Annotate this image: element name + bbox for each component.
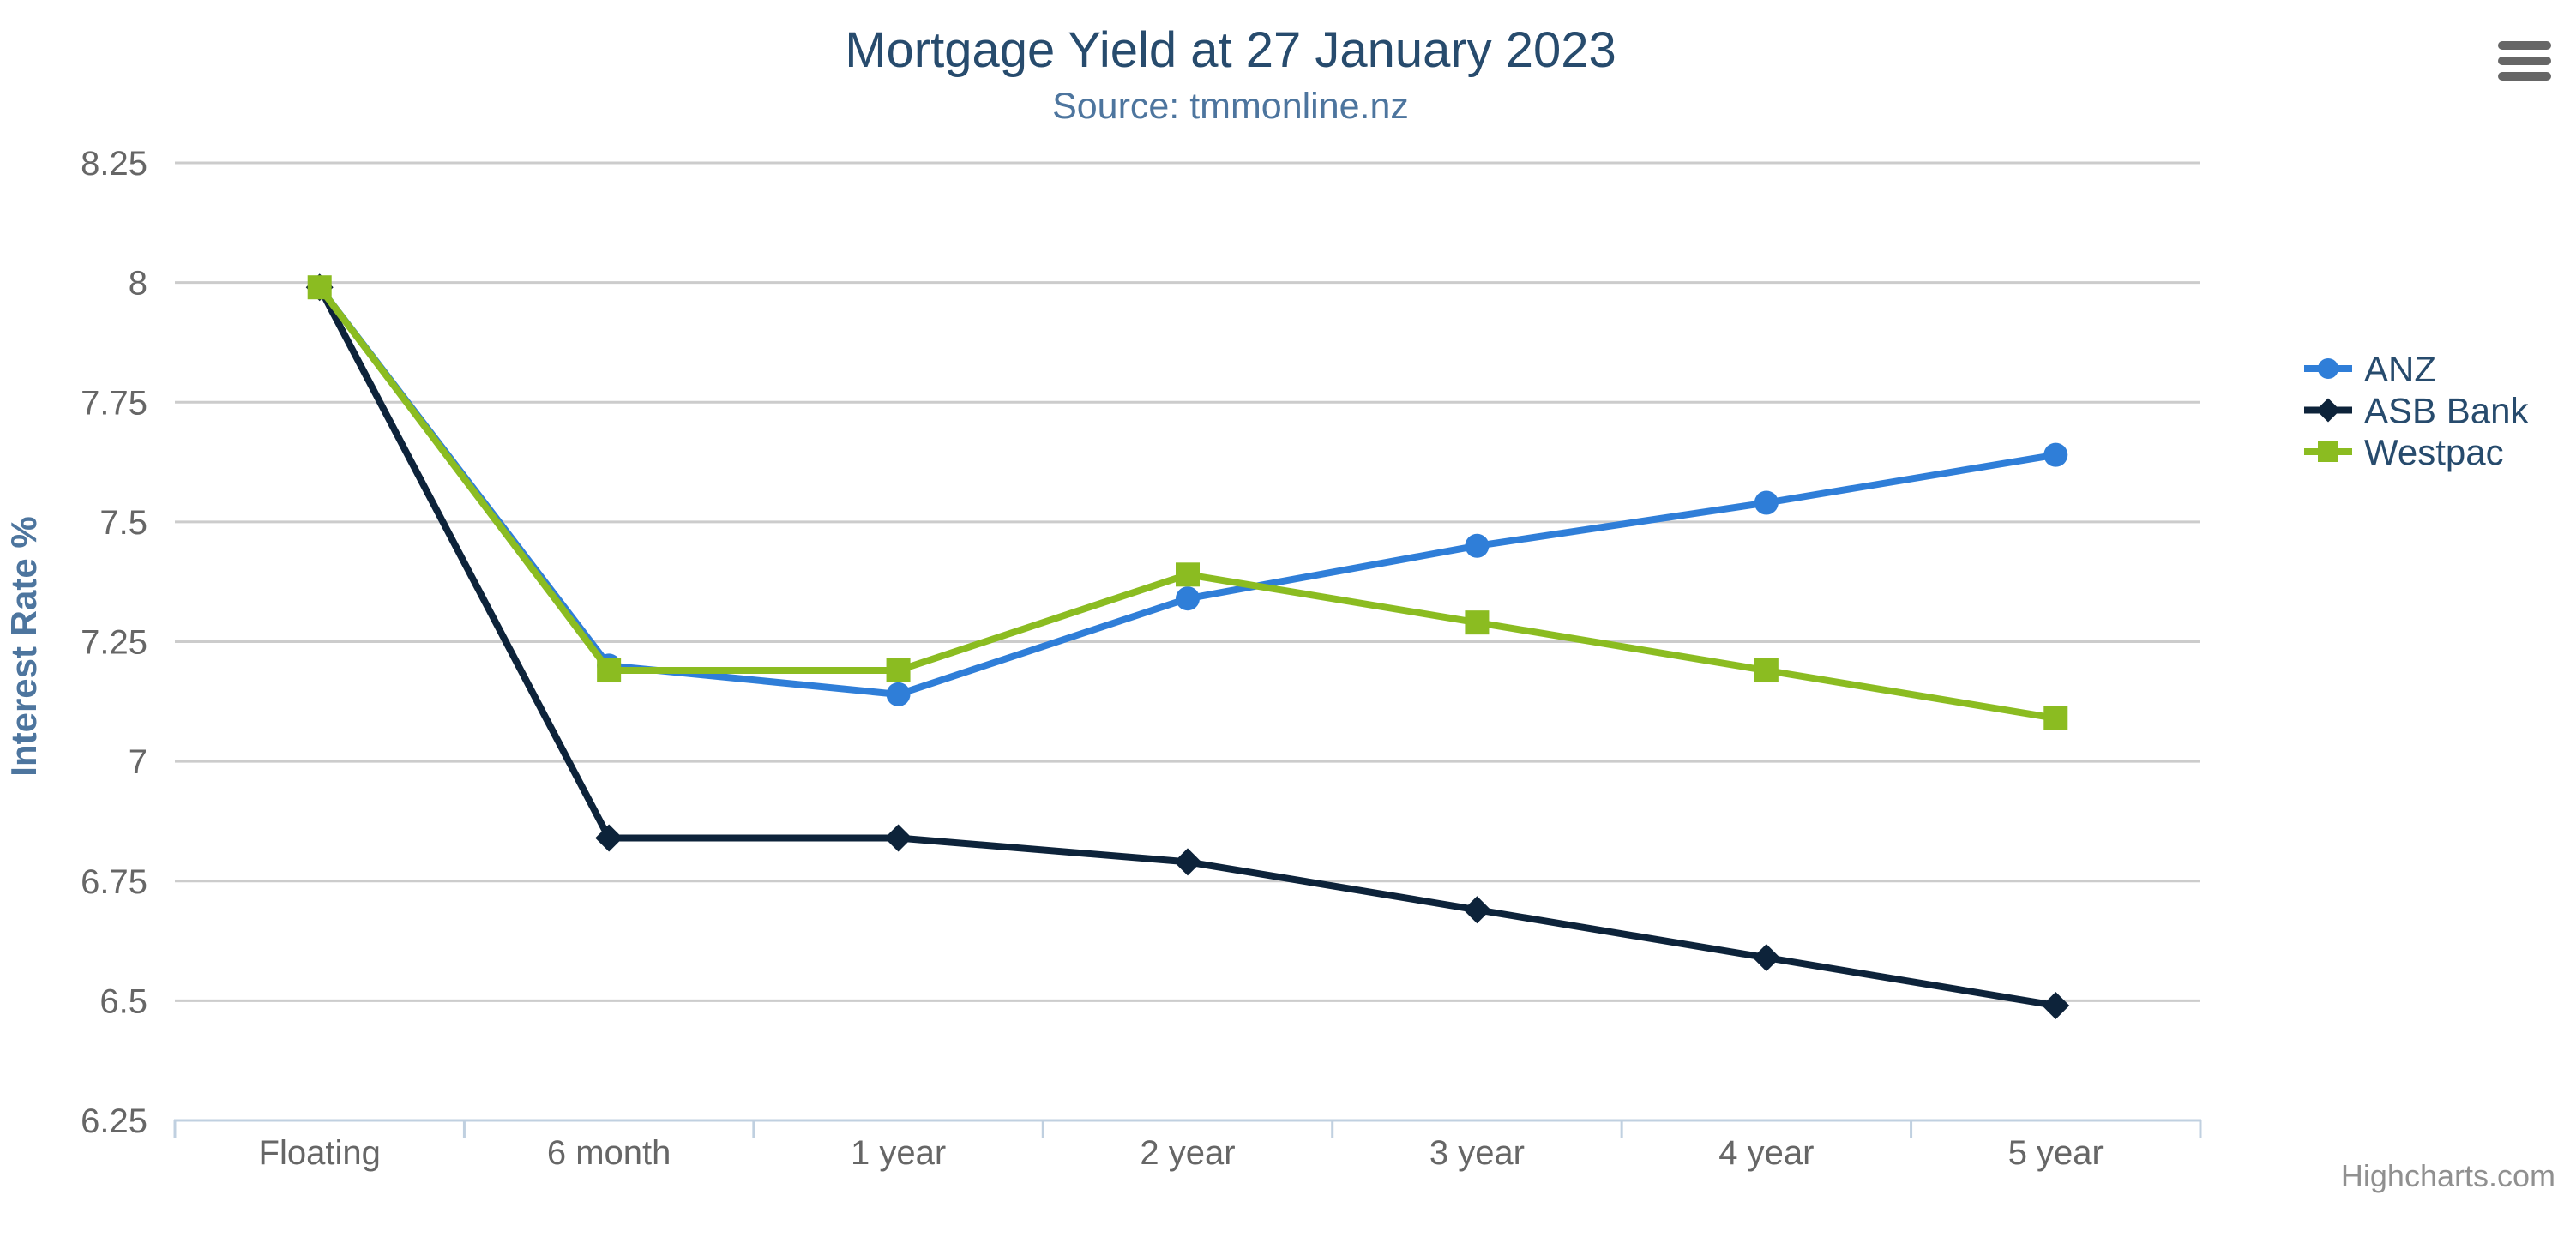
xaxis-category-label: 2 year	[1140, 1134, 1235, 1172]
context-menu-button[interactable]	[2487, 31, 2564, 93]
yaxis-tick-label: 6.5	[99, 982, 147, 1020]
xaxis-category-label: Floating	[259, 1134, 381, 1172]
series-westpac	[307, 275, 2068, 730]
yaxis-title: Interest Rate %	[3, 516, 44, 776]
legend-label: ASB Bank	[2364, 391, 2529, 431]
data-point-marker[interactable]	[1752, 944, 1780, 972]
yaxis-tick-label: 6.25	[81, 1102, 147, 1140]
yaxis-tick-label: 7.5	[99, 504, 147, 542]
legend-marker-symbol[interactable]	[2318, 441, 2338, 462]
xaxis-category-label: 4 year	[1718, 1134, 1814, 1172]
data-point-marker[interactable]	[2043, 442, 2068, 467]
yaxis-tick-label: 7.75	[81, 384, 147, 422]
yaxis-tick-label: 7.25	[81, 624, 147, 662]
data-point-marker[interactable]	[1174, 848, 1201, 876]
grid-lines	[175, 161, 2200, 1002]
data-point-marker[interactable]	[1465, 610, 1490, 635]
legend-item-westpac[interactable]: Westpac	[2304, 432, 2504, 472]
yaxis-tick-label: 8.25	[81, 145, 147, 183]
data-point-marker[interactable]	[1465, 533, 1490, 558]
chart-subtitle: Source: tmmonline.nz	[1052, 86, 1409, 127]
data-point-marker[interactable]	[884, 824, 912, 852]
data-point-marker[interactable]	[1754, 490, 1779, 515]
data-point-marker[interactable]	[595, 824, 623, 852]
series-asb-bank	[305, 273, 2070, 1019]
legend-marker-symbol[interactable]	[2318, 358, 2338, 379]
legend-label: ANZ	[2364, 349, 2436, 389]
legend-marker-symbol[interactable]	[2316, 398, 2340, 423]
yaxis-tick-label: 6.75	[81, 863, 147, 901]
chart-title: Mortgage Yield at 27 January 2023	[845, 22, 1616, 78]
xaxis-category-label: 3 year	[1429, 1134, 1525, 1172]
data-point-marker[interactable]	[2043, 706, 2068, 730]
legend-item-anz[interactable]: ANZ	[2304, 349, 2436, 389]
yaxis-tick-label: 7	[129, 743, 147, 781]
data-point-marker[interactable]	[1463, 896, 1491, 924]
series-group	[305, 273, 2070, 1019]
axes: 6.25 6.5 6.75 7 7.25 7.5 7.75 8 8.25 Floating 6 mo…	[81, 145, 2202, 1172]
data-point-marker[interactable]	[1176, 562, 1200, 587]
hamburger-icon	[2498, 41, 2551, 81]
data-point-marker[interactable]	[2042, 991, 2070, 1019]
series-line	[316, 284, 2060, 722]
data-point-marker[interactable]	[1754, 658, 1779, 683]
yaxis-tick-label: 8	[129, 265, 147, 303]
legend-label: Westpac	[2364, 432, 2504, 472]
legend-item-asb-bank[interactable]: ASB Bank	[2304, 391, 2529, 431]
data-point-marker[interactable]	[597, 658, 622, 683]
xaxis-category-label: 5 year	[2008, 1134, 2104, 1172]
series-line	[316, 284, 2060, 1009]
data-point-marker[interactable]	[307, 275, 332, 300]
data-point-marker[interactable]	[886, 658, 911, 683]
credits-link[interactable]: Highcharts.com	[2341, 1158, 2555, 1193]
xaxis-category-label: 6 month	[547, 1134, 671, 1172]
data-point-marker[interactable]	[886, 682, 911, 706]
data-point-marker[interactable]	[1176, 586, 1200, 611]
xaxis-category-label: 1 year	[851, 1134, 946, 1172]
